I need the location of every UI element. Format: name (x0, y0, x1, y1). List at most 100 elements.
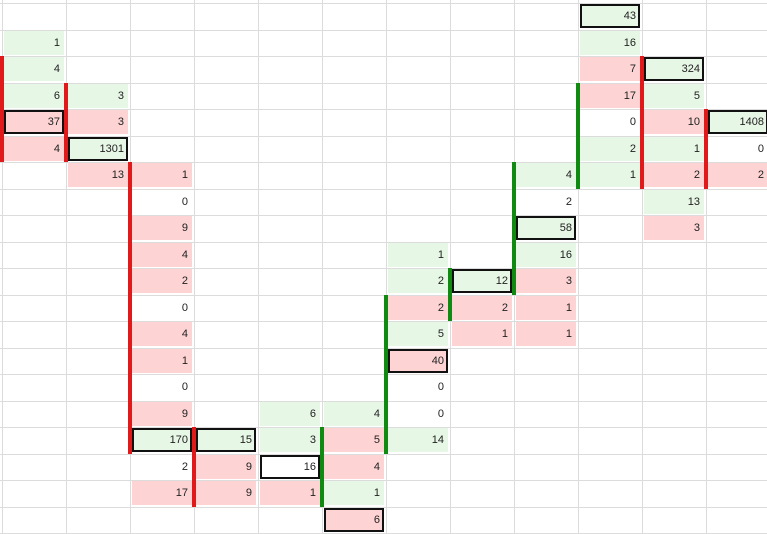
sheet-cell[interactable]: 1 (260, 481, 320, 505)
red-vertical-bar (640, 56, 644, 189)
sheet-cell[interactable]: 1 (580, 163, 640, 187)
sheet-cell[interactable]: 3 (68, 84, 128, 108)
sheet-cell[interactable]: 13 (644, 190, 704, 214)
gridline-vertical (450, 0, 451, 534)
gridline-horizontal (0, 215, 767, 216)
sheet-cell[interactable]: 1 (516, 322, 576, 346)
sheet-cell[interactable]: 6 (260, 402, 320, 426)
gridline-vertical (386, 0, 387, 534)
sheet-cell[interactable]: 7 (580, 57, 640, 81)
gridline-horizontal (0, 242, 767, 243)
sheet-cell[interactable]: 0 (132, 375, 192, 399)
sheet-cell[interactable]: 4 (132, 322, 192, 346)
sheet-cell[interactable]: 14 (388, 428, 448, 452)
sheet-cell[interactable]: 15 (196, 428, 256, 452)
sheet-cell[interactable]: 0 (132, 296, 192, 320)
sheet-cell[interactable]: 2 (708, 163, 767, 187)
sheet-cell[interactable]: 9 (196, 481, 256, 505)
sheet-cell[interactable]: 40 (388, 349, 448, 373)
sheet-cell[interactable]: 0 (388, 402, 448, 426)
sheet-cell[interactable]: 3 (516, 269, 576, 293)
sheet-cell[interactable]: 9 (132, 216, 192, 240)
sheet-cell[interactable]: 43 (580, 4, 640, 28)
sheet-cell[interactable]: 2 (132, 455, 192, 479)
gridline-vertical (194, 0, 195, 534)
sheet-cell[interactable]: 1 (388, 243, 448, 267)
red-vertical-bar (0, 56, 4, 162)
gridline-vertical (66, 0, 67, 534)
green-vertical-bar (384, 295, 388, 454)
sheet-cell[interactable]: 5 (388, 322, 448, 346)
gridline-horizontal (0, 83, 767, 84)
sheet-cell[interactable]: 1 (644, 137, 704, 161)
sheet-cell[interactable]: 3 (644, 216, 704, 240)
gridline-vertical (578, 0, 579, 534)
sheet-cell[interactable]: 17 (132, 481, 192, 505)
gridline-vertical (322, 0, 323, 534)
sheet-cell[interactable]: 4 (516, 163, 576, 187)
sheet-cell[interactable]: 3 (260, 428, 320, 452)
sheet-cell[interactable]: 3 (68, 110, 128, 134)
sheet-cell[interactable]: 0 (132, 190, 192, 214)
red-vertical-bar (704, 109, 708, 189)
gridline-vertical (258, 0, 259, 534)
sheet-cell[interactable]: 17 (580, 84, 640, 108)
gridline-vertical (2, 0, 3, 534)
sheet-cell[interactable]: 170 (132, 428, 192, 452)
sheet-cell[interactable]: 37 (4, 110, 64, 134)
sheet-cell[interactable]: 16 (580, 31, 640, 55)
sheet-cell[interactable]: 4 (324, 402, 384, 426)
sheet-cell[interactable]: 58 (516, 216, 576, 240)
sheet-cell[interactable]: 2 (132, 269, 192, 293)
gridline-horizontal (0, 321, 767, 322)
sheet-cell[interactable]: 9 (132, 402, 192, 426)
sheet-cell[interactable]: 9 (196, 455, 256, 479)
green-vertical-bar (576, 83, 580, 189)
gridline-horizontal (0, 480, 767, 481)
sheet-cell[interactable]: 2 (644, 163, 704, 187)
sheet-cell[interactable]: 1 (132, 349, 192, 373)
sheet-cell[interactable]: 1408 (708, 110, 767, 134)
gridline-horizontal (0, 30, 767, 31)
sheet-cell[interactable]: 13 (68, 163, 128, 187)
sheet-cell[interactable]: 6 (4, 84, 64, 108)
sheet-cell[interactable]: 0 (580, 110, 640, 134)
sheet-cell[interactable]: 12 (452, 269, 512, 293)
gridline-horizontal (0, 507, 767, 508)
sheet-cell[interactable]: 4 (4, 137, 64, 161)
gridline-vertical (706, 0, 707, 534)
sheet-cell[interactable]: 0 (708, 137, 767, 161)
sheet-cell[interactable]: 324 (644, 57, 704, 81)
gridline-horizontal (0, 162, 767, 163)
red-vertical-bar (192, 427, 196, 507)
gridline-horizontal (0, 374, 767, 375)
sheet-cell[interactable]: 2 (580, 137, 640, 161)
sheet-cell[interactable]: 10 (644, 110, 704, 134)
sheet-cell[interactable]: 2 (516, 190, 576, 214)
sheet-cell[interactable]: 4 (4, 57, 64, 81)
sheet-cell[interactable]: 5 (644, 84, 704, 108)
sheet-cell[interactable]: 2 (452, 296, 512, 320)
gridline-horizontal (0, 454, 767, 455)
sheet-cell[interactable]: 4 (324, 455, 384, 479)
sheet-cell[interactable]: 1 (516, 296, 576, 320)
sheet-cell[interactable]: 1 (4, 31, 64, 55)
sheet-cell[interactable]: 16 (260, 455, 320, 479)
sheet-cell[interactable]: 16 (516, 243, 576, 267)
sheet-cell[interactable]: 5 (324, 428, 384, 452)
sheet-cell[interactable]: 4 (132, 243, 192, 267)
gridline-horizontal (0, 401, 767, 402)
gridline-horizontal (0, 295, 767, 296)
sheet-cell[interactable]: 1301 (68, 137, 128, 161)
sheet-cell[interactable]: 1 (452, 322, 512, 346)
green-vertical-bar (448, 268, 452, 321)
sheet-cell[interactable]: 6 (324, 508, 384, 532)
gridline-horizontal (0, 189, 767, 190)
sheet-cell[interactable]: 1 (324, 481, 384, 505)
gridline-horizontal (0, 427, 767, 428)
sheet-cell[interactable]: 2 (388, 269, 448, 293)
sheet-cell[interactable]: 1 (132, 163, 192, 187)
sheet-cell[interactable]: 0 (388, 375, 448, 399)
sheet-cell[interactable]: 2 (388, 296, 448, 320)
